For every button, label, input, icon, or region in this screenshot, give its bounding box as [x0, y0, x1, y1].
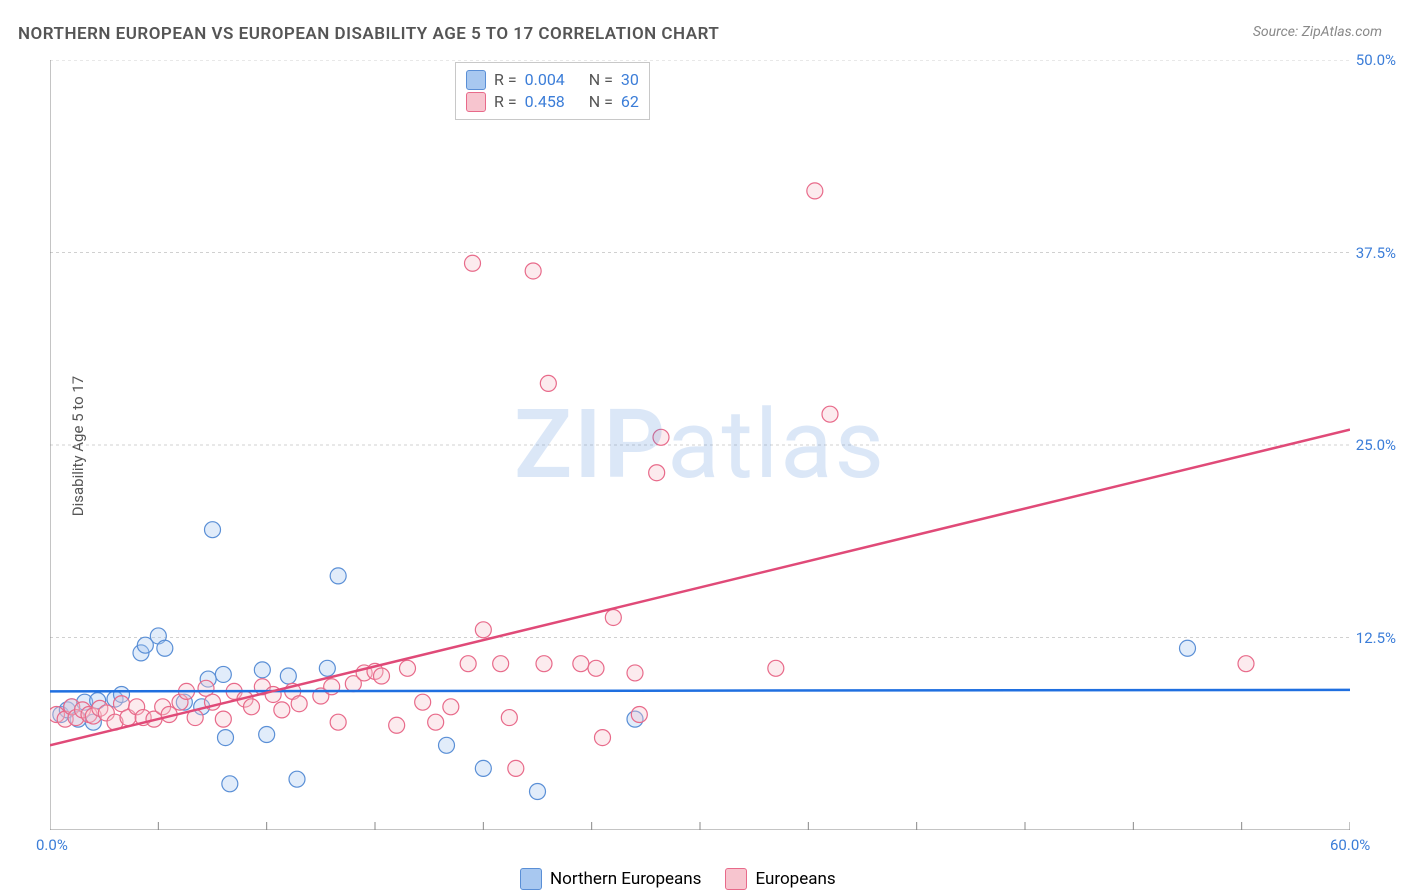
trend-line: [50, 430, 1350, 746]
scatter-point: [415, 694, 431, 710]
legend-n-value: 62: [621, 91, 639, 113]
scatter-point: [280, 668, 296, 684]
scatter-point: [374, 668, 390, 684]
scatter-point: [205, 522, 221, 538]
legend-stats-row: R = 0.458 N = 62: [466, 91, 639, 113]
scatter-point: [508, 760, 524, 776]
trend-line: [50, 690, 1350, 692]
legend-n-value: 30: [621, 69, 639, 91]
scatter-point: [439, 737, 455, 753]
scatter-point: [573, 656, 589, 672]
scatter-point: [627, 665, 643, 681]
scatter-point: [319, 660, 335, 676]
scatter-point: [222, 776, 238, 792]
scatter-point: [807, 183, 823, 199]
scatter-point: [443, 699, 459, 715]
scatter-point: [536, 656, 552, 672]
scatter-point: [605, 609, 621, 625]
scatter-point: [540, 375, 556, 391]
scatter-point: [588, 660, 604, 676]
scatter-point: [400, 660, 416, 676]
scatter-point: [330, 568, 346, 584]
scatter-point: [291, 696, 307, 712]
legend-n-label: N =: [589, 69, 613, 91]
scatter-point: [254, 662, 270, 678]
scatter-point: [330, 714, 346, 730]
scatter-point: [475, 760, 491, 776]
scatter-point: [460, 656, 476, 672]
chart-title: NORTHERN EUROPEAN VS EUROPEAN DISABILITY…: [18, 24, 719, 44]
scatter-point: [428, 714, 444, 730]
scatter-point: [324, 679, 340, 695]
legend-r-value: 0.004: [525, 69, 565, 91]
legend-series-item: Northern Europeans: [520, 868, 701, 890]
legend-r-label: R =: [494, 69, 517, 91]
scatter-point: [475, 622, 491, 638]
scatter-point: [1180, 640, 1196, 656]
y-tick-label: 50.0%: [1356, 51, 1396, 69]
scatter-point: [244, 699, 260, 715]
legend-series-label: Northern Europeans: [550, 869, 701, 889]
scatter-point: [649, 465, 665, 481]
scatter-point: [215, 711, 231, 727]
scatter-point: [530, 784, 546, 800]
scatter-point: [653, 429, 669, 445]
y-tick-label: 37.5%: [1356, 244, 1396, 262]
scatter-point: [501, 710, 517, 726]
scatter-point: [822, 406, 838, 422]
x-tick-label: 0.0%: [36, 836, 68, 854]
chart-source: Source: ZipAtlas.com: [1253, 24, 1382, 40]
legend-stats: R = 0.004 N = 30 R = 0.458 N = 62: [455, 62, 650, 120]
legend-swatch: [466, 70, 486, 90]
scatter-point: [493, 656, 509, 672]
scatter-point: [631, 707, 647, 723]
x-tick-label: 60.0%: [1330, 836, 1370, 854]
scatter-point: [157, 640, 173, 656]
scatter-point: [389, 717, 405, 733]
legend-series-item: Europeans: [725, 868, 835, 890]
legend-swatch: [520, 868, 542, 890]
scatter-point: [259, 727, 275, 743]
legend-r-value: 0.458: [525, 91, 565, 113]
scatter-point: [218, 730, 234, 746]
scatter-point: [289, 771, 305, 787]
legend-swatch: [725, 868, 747, 890]
legend-r-label: R =: [494, 91, 517, 113]
legend-stats-row: R = 0.004 N = 30: [466, 69, 639, 91]
scatter-point: [525, 263, 541, 279]
y-tick-label: 12.5%: [1356, 629, 1396, 647]
legend-n-label: N =: [589, 91, 613, 113]
plot-area: ZIPatlas: [50, 60, 1350, 830]
scatter-point: [215, 666, 231, 682]
scatter-point: [768, 660, 784, 676]
scatter-svg: [50, 60, 1350, 830]
scatter-point: [1238, 656, 1254, 672]
scatter-point: [595, 730, 611, 746]
legend-series: Northern Europeans Europeans: [520, 868, 836, 890]
scatter-point: [274, 702, 290, 718]
legend-series-label: Europeans: [755, 869, 835, 889]
scatter-point: [465, 255, 481, 271]
legend-swatch: [466, 92, 486, 112]
y-tick-label: 25.0%: [1356, 436, 1396, 454]
